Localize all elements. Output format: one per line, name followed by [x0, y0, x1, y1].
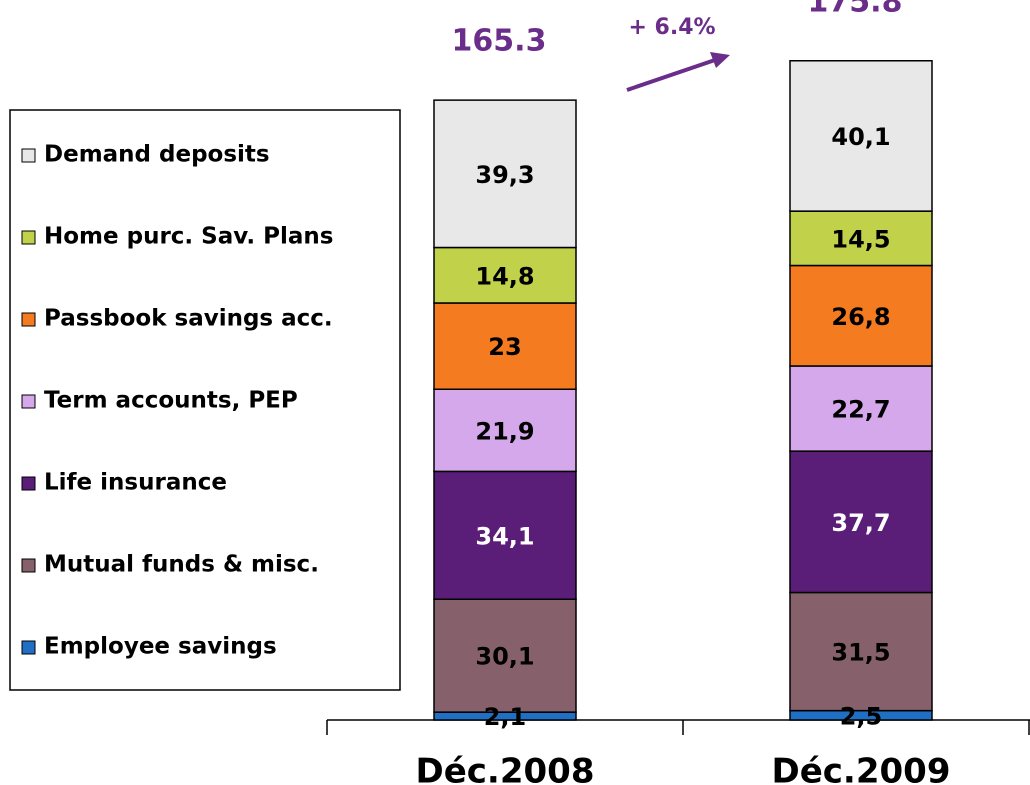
value-label: 23 — [488, 333, 521, 361]
value-label: 14,5 — [831, 225, 890, 253]
bar-segment — [433, 99, 577, 249]
legend-label: Term accounts, PEP — [44, 388, 298, 414]
legend-swatch — [21, 148, 36, 163]
legend-label: Mutual funds & misc. — [44, 552, 319, 578]
legend-label: Home purc. Sav. Plans — [44, 224, 333, 250]
value-label: 21,9 — [475, 417, 534, 445]
value-label: 14,8 — [475, 262, 534, 290]
legend-swatch — [21, 230, 36, 245]
legend-label: Demand deposits — [44, 142, 270, 168]
legend-swatch — [21, 558, 36, 573]
value-label: 40,1 — [831, 123, 890, 151]
growth-arrow — [626, 58, 716, 92]
value-label: 30,1 — [475, 643, 534, 671]
growth-annotation: + 6.4% — [628, 15, 715, 40]
value-label: 2,5 — [840, 702, 883, 730]
value-label: 34,1 — [475, 522, 534, 550]
total-label: 175.8 — [808, 0, 903, 19]
legend-label: Employee savings — [44, 634, 277, 660]
bar-segment — [789, 210, 933, 267]
bar-segment — [789, 60, 933, 212]
bar-segment — [789, 264, 933, 367]
value-label: 26,8 — [831, 303, 890, 331]
legend-swatch — [21, 476, 36, 491]
legend-box — [9, 109, 401, 691]
value-label: 2,1 — [484, 703, 527, 731]
total-label: 165.3 — [452, 24, 547, 59]
value-label: 22,7 — [831, 396, 890, 424]
value-label: 39,3 — [475, 161, 534, 189]
bar-segment — [789, 365, 933, 452]
bar-segment — [433, 470, 577, 600]
bar-segment — [433, 388, 577, 473]
growth-arrow-head — [710, 52, 730, 68]
x-tick-label: Déc.2009 — [772, 752, 951, 785]
value-label: 37,7 — [831, 509, 890, 537]
legend-swatch — [21, 640, 36, 655]
legend-swatch — [21, 394, 36, 409]
bar-segment — [433, 302, 577, 390]
bar-segment — [789, 591, 933, 712]
legend-label: Passbook savings acc. — [44, 306, 333, 332]
bar-segment — [789, 450, 933, 594]
x-tick-label: Déc.2008 — [416, 752, 595, 785]
value-label: 31,5 — [831, 639, 890, 667]
bar-segment — [433, 246, 577, 304]
legend-label: Life insurance — [44, 470, 227, 496]
legend-swatch — [21, 312, 36, 327]
